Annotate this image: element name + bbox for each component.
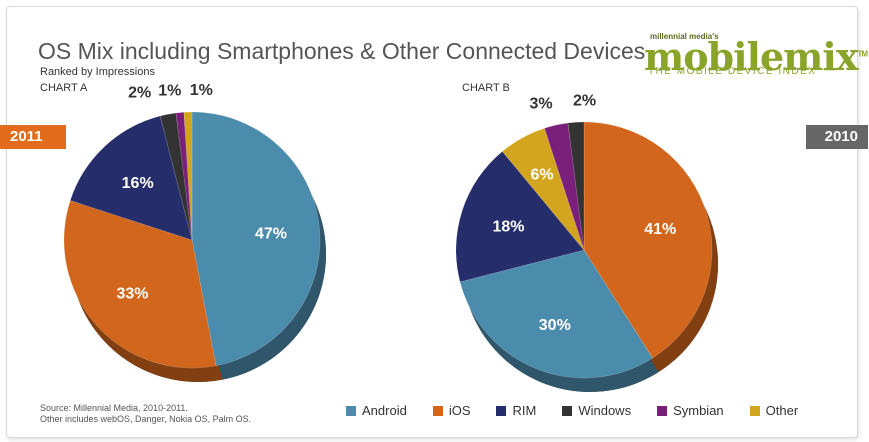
- chart-a-label: CHART A: [40, 82, 88, 94]
- legend-item-symbian: Symbian: [657, 403, 724, 418]
- pie-slice-android: [191, 111, 321, 367]
- legend-swatch: [346, 406, 356, 416]
- source-line-1: Source: Millennial Media, 2010-2011.: [40, 403, 188, 413]
- data-label-ios: 33%: [116, 285, 148, 302]
- logo-main-text: mobilemix: [644, 34, 858, 79]
- data-label-rim: 18%: [493, 218, 525, 235]
- legend-item-windows: Windows: [562, 403, 631, 418]
- source-note: Source: Millennial Media, 2010-2011. Oth…: [40, 403, 251, 425]
- logo-tm: TM: [857, 49, 868, 59]
- legend-label: Other: [765, 403, 799, 418]
- pie-slice-other: [183, 111, 193, 241]
- legend-item-android: Android: [346, 403, 407, 418]
- data-label-other: 6%: [531, 167, 554, 184]
- pie-slice-ios: [583, 121, 713, 359]
- source-line-2: Other includes webOS, Danger, Nokia OS, …: [40, 414, 252, 424]
- legend-swatch: [562, 406, 573, 416]
- pie-slice-symbian: [544, 122, 585, 251]
- pie-slice-rim: [455, 150, 585, 283]
- page-title: OS Mix including Smartphones & Other Con…: [38, 38, 646, 64]
- pie-slice-rim: [69, 115, 193, 241]
- legend-item-ios: iOS: [432, 403, 471, 418]
- data-label-android: 30%: [539, 317, 571, 334]
- page-subtitle: Ranked by Impressions: [40, 66, 155, 78]
- logo-wordmark: mobilemixTM: [644, 34, 868, 79]
- legend-swatch: [657, 406, 668, 416]
- legend-item-rim: RIM: [496, 403, 536, 418]
- data-label-android: 47%: [255, 226, 287, 243]
- pie-chart-a: 47% 33% 16% 2% 1% 1%: [63, 82, 326, 382]
- pie-slice-windows: [567, 121, 585, 251]
- legend-item-other: Other: [749, 403, 799, 418]
- year-tab-2010: 2010: [806, 125, 868, 149]
- legend-swatch: [496, 406, 507, 416]
- legend-swatch: [432, 406, 443, 416]
- legend-label: RIM: [512, 403, 537, 418]
- legend: Android iOS RIM Windows Symbian Other: [346, 403, 824, 418]
- pie-slice-symbian: [175, 111, 193, 241]
- pie-slice-ios: [63, 200, 217, 369]
- chart-b-label: CHART B: [462, 82, 510, 94]
- legend-label: Windows: [578, 403, 632, 418]
- data-label-ios: 41%: [644, 221, 676, 238]
- data-label-symbian: 3%: [529, 96, 552, 113]
- legend-label: iOS: [448, 403, 471, 418]
- data-label-rim: 16%: [122, 175, 154, 192]
- legend-label: Android: [362, 403, 407, 418]
- logo-tagline: THE MOBILE DEVICE INDEX: [648, 66, 817, 77]
- legend-swatch: [749, 406, 760, 416]
- data-label-other: 1%: [190, 82, 213, 99]
- legend-label: Symbian: [673, 403, 724, 418]
- logo-small-text: millennial media's: [650, 32, 719, 41]
- pie-slice-other: [501, 127, 585, 251]
- data-label-symbian: 1%: [158, 83, 181, 100]
- pie-chart-b: 41% 30% 18% 6% 3% 2%: [455, 92, 718, 392]
- year-tab-2011: 2011: [0, 125, 66, 149]
- data-label-windows: 2%: [128, 85, 151, 102]
- data-label-windows: 2%: [573, 92, 596, 109]
- pie-slice-windows: [159, 112, 193, 241]
- pie-slice-android: [459, 249, 654, 379]
